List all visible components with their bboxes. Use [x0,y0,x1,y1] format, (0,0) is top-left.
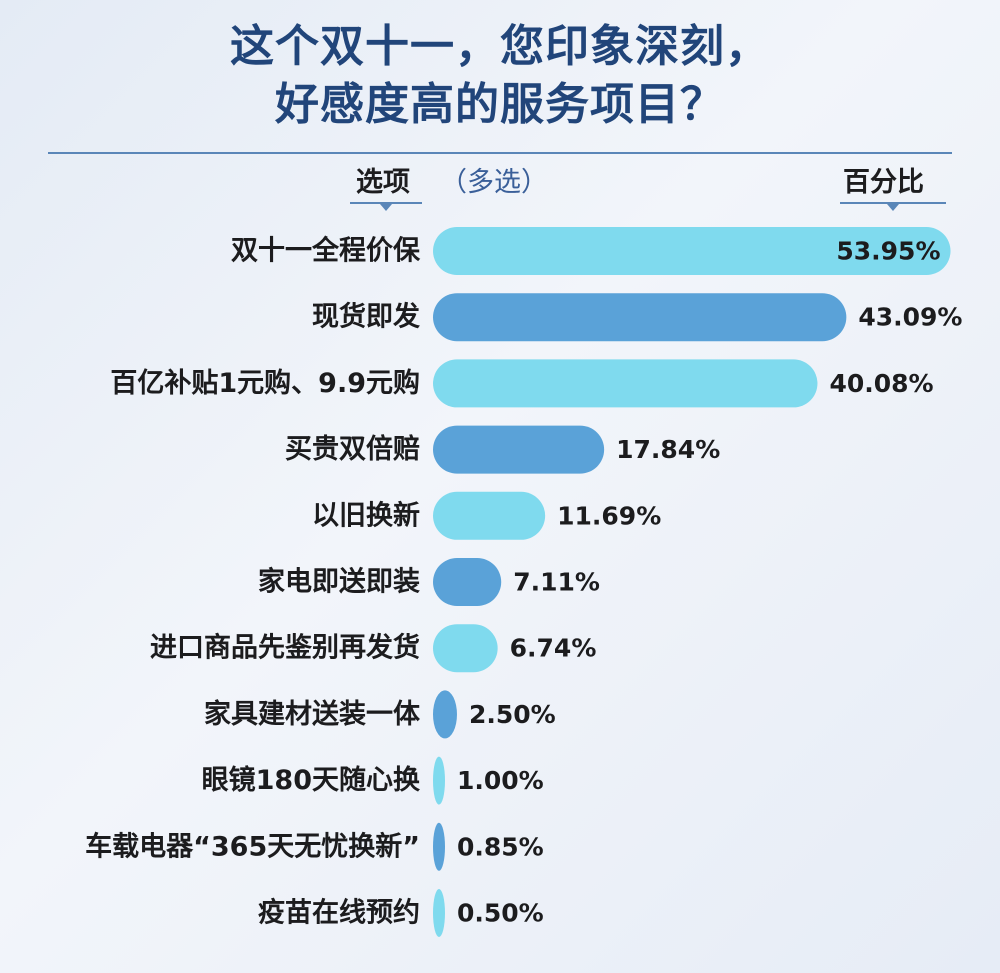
category-label-3: 买贵双倍赔 [285,433,420,465]
header-options: 选项 [356,167,410,198]
chart-title: 这个双十一，您印象深刻， 好感度高的服务项目？ [0,18,1000,134]
header-percent: 百分比 [843,167,924,198]
bar-7 [433,690,457,739]
category-label-0: 双十一全程价保 [231,235,421,267]
category-label-4: 以旧换新 [312,499,420,531]
value-label-9: 0.85% [457,832,544,861]
header-options-pointer [380,204,392,211]
value-label-6: 6.74% [510,634,597,663]
value-label-5: 7.11% [513,568,600,597]
bar-3 [433,425,605,474]
bar-4 [433,491,546,540]
title-line-2: 好感度高的服务项目？ [275,79,725,130]
value-label-3: 17.84% [616,435,720,464]
value-label-1: 43.09% [858,303,962,332]
title-divider [48,152,952,154]
value-label-0: 53.95% [836,237,940,266]
value-label-7: 2.50% [469,700,556,729]
category-label-1: 现货即发 [312,301,420,333]
bar-8 [433,756,445,805]
header-percent-pointer [887,204,899,211]
value-label-10: 0.50% [457,899,544,928]
header-percent-underline [840,202,946,204]
category-label-2: 百亿补贴1元购、9.9元购 [110,368,420,399]
category-label-6: 进口商品先鉴别再发货 [150,632,420,664]
header-options-underline [350,202,422,204]
value-label-4: 11.69% [557,501,661,530]
bar-9 [433,822,445,871]
category-label-5: 家电即送即装 [258,566,420,598]
title-line-1: 这个双十一，您印象深刻， [230,21,770,72]
value-label-2: 40.08% [829,369,933,398]
bar-0 [433,227,951,275]
bar-10 [433,889,445,937]
category-label-7: 家具建材送装一体 [204,698,421,730]
bar-2 [433,359,818,408]
bar-5 [433,558,502,606]
category-label-9: 车载电器“365天无忧换新” [85,830,420,862]
header-multi-select: （多选） [440,167,548,198]
value-label-8: 1.00% [457,766,544,795]
bar-1 [433,293,847,342]
category-label-10: 疫苗在线预约 [258,897,420,929]
bar-6 [433,624,498,673]
category-label-8: 眼镜180天随心换 [202,765,421,796]
